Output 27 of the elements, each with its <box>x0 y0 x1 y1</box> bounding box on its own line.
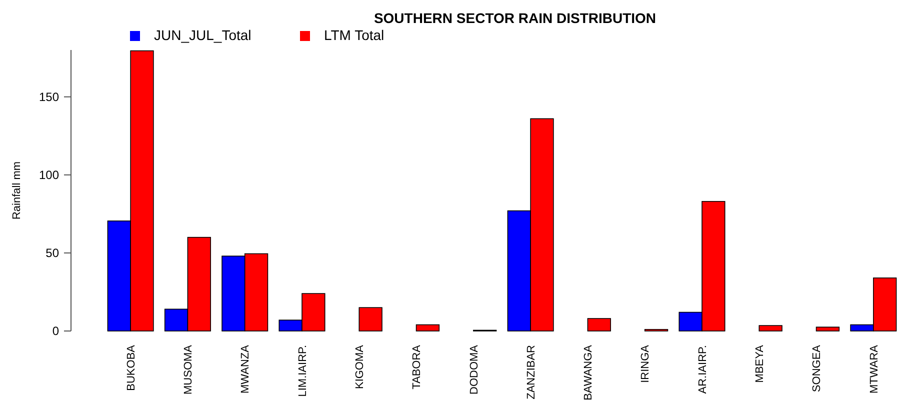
y-tick-label: 100 <box>38 168 60 182</box>
bar <box>758 325 782 332</box>
y-tick-label: 0 <box>52 324 60 338</box>
bar <box>358 307 382 332</box>
bar <box>587 318 611 332</box>
y-tick-label: 50 <box>46 246 60 260</box>
x-tick-label: AR.IAIRP. <box>696 345 709 394</box>
legend-label: LTM Total <box>324 27 384 43</box>
x-tick-label: MWANZA <box>240 344 252 394</box>
y-axis-title: Rainfall mm <box>11 161 23 220</box>
x-tick-label: KIGOMA <box>354 344 366 390</box>
x-tick-label: SONGEA <box>811 344 824 392</box>
x-tick-label: MBEYA <box>754 344 766 383</box>
x-tick-label: MUSOMA <box>182 344 195 394</box>
x-tick-label: BUKOBA <box>125 344 138 391</box>
x-tick-label: MTWARA <box>868 344 880 394</box>
bar <box>816 326 840 332</box>
x-tick-label: ZANZIBAR <box>525 344 538 400</box>
legend-label: JUN_JUL_Total <box>154 27 252 43</box>
bar <box>416 324 440 332</box>
x-tick-label: TABORA <box>411 344 424 390</box>
chart-title: SOUTHERN SECTOR RAIN DISTRIBUTION <box>374 10 656 26</box>
x-tick-label: IRINGA <box>640 344 652 383</box>
x-tick-label: DODOMA <box>468 344 480 394</box>
y-tick-label: 150 <box>38 90 60 104</box>
x-tick-label: LIM.IAIRP. <box>296 345 309 397</box>
x-tick-label: BAWANGA <box>582 344 595 400</box>
